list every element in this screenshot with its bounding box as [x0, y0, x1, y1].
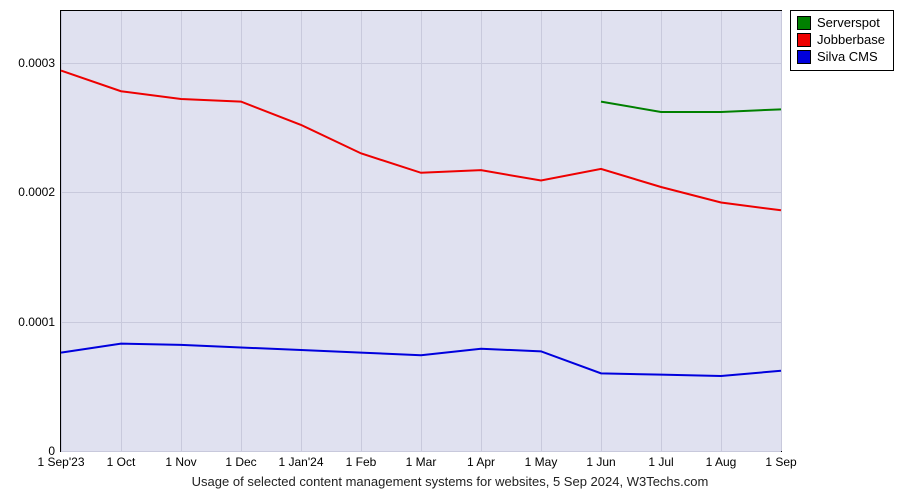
series-serverspot — [601, 102, 781, 112]
x-axis-label: 1 Mar — [406, 451, 437, 469]
x-axis-label: 1 Jul — [648, 451, 673, 469]
chart-caption: Usage of selected content management sys… — [0, 474, 900, 489]
y-axis-label: 0.0003 — [18, 56, 61, 70]
x-axis-label: 1 Sep — [765, 451, 796, 469]
y-axis-label: 0.0001 — [18, 315, 61, 329]
legend-item: Silva CMS — [797, 49, 885, 66]
legend-label: Jobberbase — [817, 32, 885, 49]
x-axis-label: 1 Oct — [107, 451, 136, 469]
legend-swatch — [797, 50, 811, 64]
plot-area: 00.00010.00020.00031 Sep'231 Oct1 Nov1 D… — [60, 10, 782, 452]
series-layer — [61, 11, 781, 451]
x-axis-label: 1 Feb — [346, 451, 377, 469]
series-jobberbase — [61, 71, 781, 211]
legend-item: Serverspot — [797, 15, 885, 32]
x-axis-label: 1 Jan'24 — [279, 451, 324, 469]
legend-swatch — [797, 33, 811, 47]
cms-usage-chart: 00.00010.00020.00031 Sep'231 Oct1 Nov1 D… — [0, 0, 900, 500]
x-axis-label: 1 Jun — [586, 451, 615, 469]
x-axis-label: 1 Apr — [467, 451, 495, 469]
legend-label: Silva CMS — [817, 49, 878, 66]
legend: ServerspotJobberbaseSilva CMS — [790, 10, 894, 71]
legend-swatch — [797, 16, 811, 30]
gridline-v — [781, 11, 782, 451]
x-axis-label: 1 Sep'23 — [38, 451, 85, 469]
legend-item: Jobberbase — [797, 32, 885, 49]
x-axis-label: 1 Dec — [225, 451, 256, 469]
legend-label: Serverspot — [817, 15, 880, 32]
x-axis-label: 1 Nov — [165, 451, 196, 469]
x-axis-label: 1 Aug — [706, 451, 737, 469]
series-silva-cms — [61, 344, 781, 376]
y-axis-label: 0.0002 — [18, 185, 61, 199]
x-axis-label: 1 May — [525, 451, 558, 469]
